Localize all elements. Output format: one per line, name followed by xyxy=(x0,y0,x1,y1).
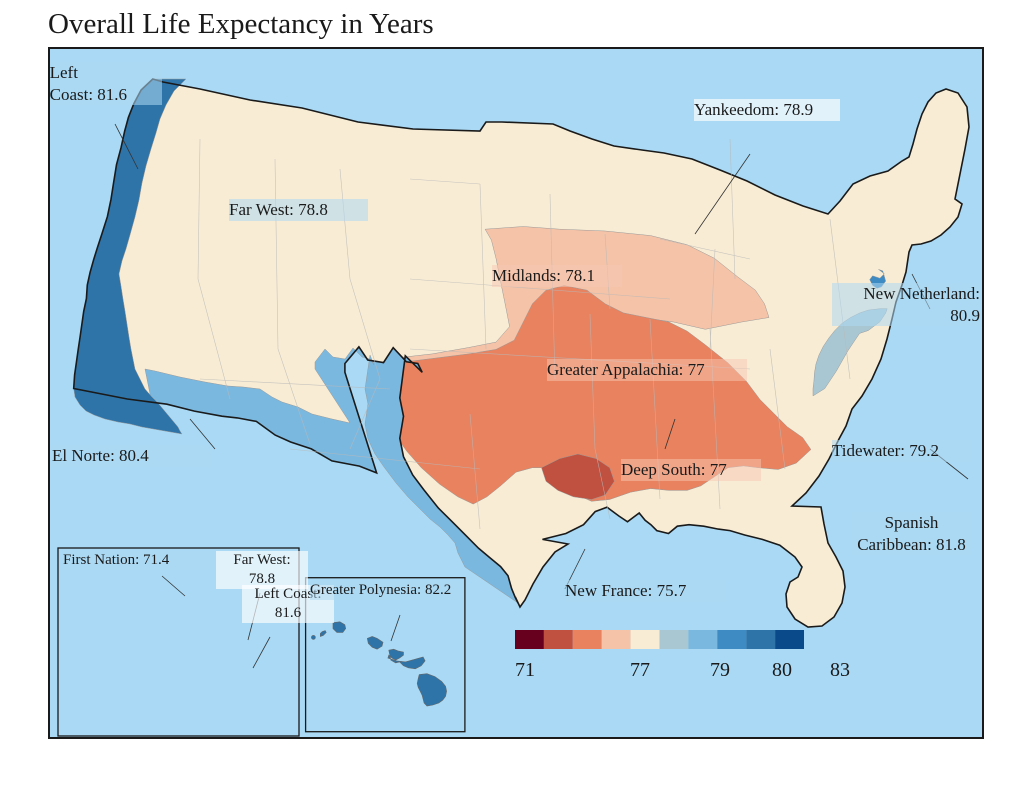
svg-text:80: 80 xyxy=(772,659,792,681)
svg-text:83: 83 xyxy=(830,659,850,681)
svg-text:71: 71 xyxy=(515,659,535,681)
svg-text:77: 77 xyxy=(630,659,650,681)
svg-text:79: 79 xyxy=(710,659,730,681)
